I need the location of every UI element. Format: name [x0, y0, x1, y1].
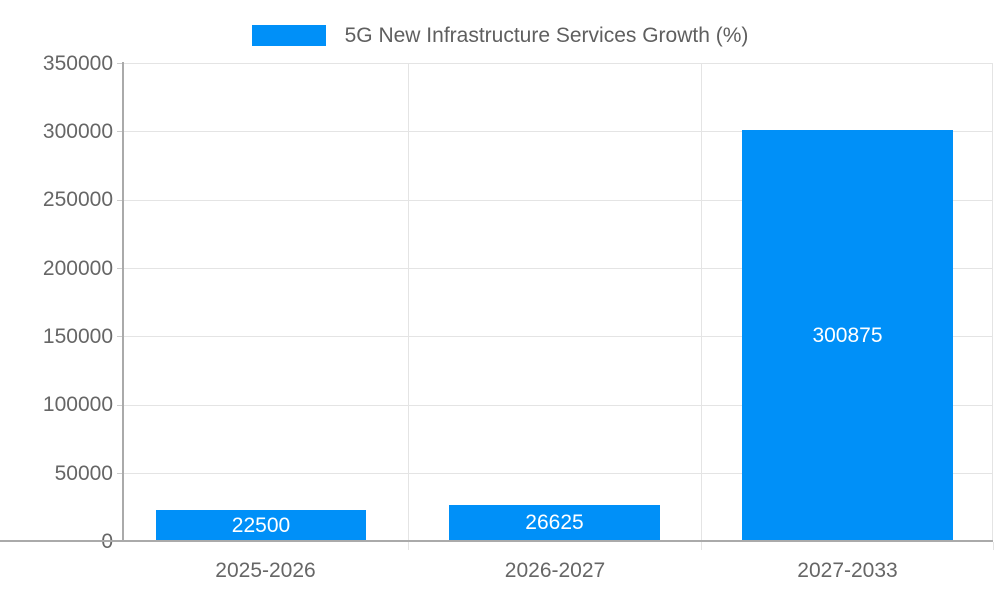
gridline-100000	[123, 405, 993, 406]
x-label-2026-2027: 2026-2027	[504, 559, 606, 582]
y-tick-mark	[117, 405, 123, 406]
x-tick-mark	[993, 542, 994, 550]
y-axis-tick-labels: 350000 300000 250000 200000 150000 10000…	[0, 0, 113, 600]
y-tick-label-100000: 100000	[42, 393, 113, 416]
y-tick-mark	[117, 200, 123, 201]
legend-item-0[interactable]: 5G New Infrastructure Services Growth (%…	[251, 23, 749, 47]
y-tick-mark	[117, 268, 123, 269]
y-tick-label-150000: 150000	[42, 325, 113, 348]
y-axis-line	[122, 62, 124, 542]
y-tick-mark	[117, 131, 123, 132]
y-tick-label-200000: 200000	[42, 257, 113, 280]
gridline-250000	[123, 200, 993, 201]
bar-value-label-2025-2026: 22500	[231, 514, 291, 537]
gridline-200000	[123, 268, 993, 269]
category-separator	[408, 63, 409, 541]
plot-area: 22500 26625 300875	[123, 63, 993, 541]
bar-value-label-2026-2027: 26625	[525, 511, 584, 534]
gridline-150000	[123, 336, 993, 337]
legend-item-label: 5G New Infrastructure Services Growth (%…	[344, 23, 749, 47]
gridline-50000	[123, 473, 993, 474]
y-tick-mark	[117, 336, 123, 337]
y-tick-label-350000: 350000	[42, 52, 113, 75]
x-label-2025-2026: 2025-2026	[215, 559, 316, 582]
bar-2026-2027[interactable]	[449, 505, 660, 541]
bar-2025-2026[interactable]	[156, 510, 366, 541]
plot-right-border	[992, 63, 993, 541]
x-tick-mark	[408, 542, 409, 550]
x-tick-mark	[701, 542, 702, 550]
x-axis-line	[0, 540, 993, 542]
gridline-300000	[123, 131, 993, 132]
legend-color-swatch-icon	[251, 24, 326, 46]
y-tick-label-300000: 300000	[42, 120, 113, 143]
bar-value-label-2027-2033: 300875	[812, 324, 883, 347]
category-separator	[701, 63, 702, 541]
y-tick-label-50000: 50000	[54, 462, 113, 485]
bar-2027-2033[interactable]	[742, 130, 953, 541]
y-tick-mark	[117, 473, 123, 474]
chart-legend: 5G New Infrastructure Services Growth (%…	[0, 18, 1000, 52]
x-label-2027-2033: 2027-2033	[797, 559, 898, 582]
y-tick-mark	[117, 63, 123, 64]
gridline-350000	[123, 63, 993, 64]
y-tick-label-250000: 250000	[42, 188, 113, 211]
